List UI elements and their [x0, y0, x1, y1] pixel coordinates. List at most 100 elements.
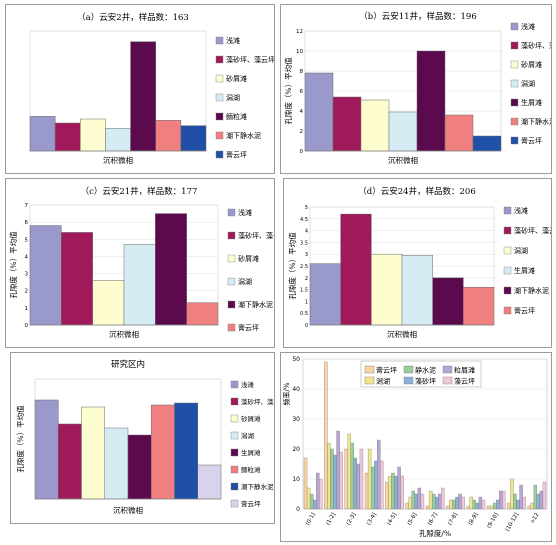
bar-2: [61, 232, 93, 326]
bar-5: [130, 41, 156, 152]
legend-swatch-5: [510, 98, 519, 107]
bar-潟湖-8: [449, 499, 453, 510]
bar-藻砂坪-2: [333, 454, 337, 510]
legend-swatch-6: [227, 323, 236, 332]
bar-膏云坪-2: [324, 361, 328, 510]
y-tick-label: 3: [25, 272, 29, 278]
bar-5: [127, 434, 152, 500]
chart-a-svg: （a）云安2井，样品数：163 沉积微相 浅滩藻砂坪、藻云坪砂屑滩潟湖鲕粒滩潮下静水…: [29, 12, 274, 165]
bar-7: [180, 125, 207, 152]
chart-title: （b）云安11井，样品数：196: [359, 11, 476, 22]
bar-藻云坪-1: [319, 478, 323, 510]
x-axis-label: 沉积微相: [388, 155, 418, 165]
bar-粒屑滩-11: [519, 484, 523, 510]
legend-swatch-1: [510, 22, 519, 31]
bar-3: [360, 99, 390, 152]
legend-label-5: 生屑滩: [241, 448, 261, 457]
legend-swatch-1: [227, 208, 236, 217]
bar-5: [155, 213, 187, 326]
bar-膏云坪-11: [507, 502, 511, 510]
bar-膏云坪-4: [364, 472, 369, 510]
bar-藻云坪-7: [441, 487, 445, 510]
legend-swatch-2: [364, 376, 375, 385]
bar-潟湖-1: [306, 487, 311, 510]
legend-swatch-1: [230, 380, 239, 389]
bar-静水泥-3: [350, 442, 354, 510]
legend-swatch-3: [503, 246, 512, 255]
legend-label-3: 砂屑滩: [241, 414, 261, 423]
bar-3: [80, 118, 106, 152]
legend-label-4: 潟湖: [241, 431, 255, 440]
x-axis-label: 沉积微相: [387, 329, 417, 339]
legend-swatch-6: [510, 117, 519, 126]
bar-6: [155, 120, 182, 152]
bar-潟湖-10: [489, 505, 494, 510]
legend-label-6: 膏云坪: [238, 323, 259, 332]
y-tick-label: 4: [305, 229, 308, 235]
legend-swatch-4: [403, 376, 414, 385]
legend-label-4: 潟湖: [521, 79, 535, 88]
legend-label-2: 藻砂坪、藻云坪: [226, 55, 274, 64]
bar-潟湖-7: [428, 490, 433, 510]
bar-藻云坪-6: [420, 493, 425, 510]
chart-panel-a: （a）云安2井，样品数：163 沉积微相 浅滩 藻砂坪、藻云坪 砂屑滩 潟湖 鲕粒滩 潮下静水…: [5, 4, 275, 174]
legend-swatch-3: [227, 254, 236, 263]
y-axis-label: 频率/%: [282, 382, 291, 405]
legend-label-6: 藻云坪: [454, 377, 475, 386]
legend-label-3: 砂屑滩: [238, 254, 259, 263]
y-tick-label: 8: [300, 69, 304, 75]
y-tick-label: 0: [305, 323, 308, 329]
bar-2: [58, 423, 82, 500]
chart-title: （a）云安2井，样品数：163: [77, 12, 189, 23]
x-tick-label: (8-9]: [468, 512, 480, 527]
legend-swatch-5: [227, 300, 236, 309]
bar-6: [186, 302, 219, 326]
bar-静水泥-8: [452, 499, 456, 510]
y-tick-label: 2.5: [300, 264, 308, 270]
legend-swatch-5: [215, 112, 224, 121]
bar-藻砂坪-9: [475, 502, 480, 510]
bar-粒屑滩-5: [397, 466, 401, 510]
bar-粒屑滩-7: [438, 493, 442, 510]
bar-静水泥-11: [513, 493, 517, 510]
y-axis-label: 孔隙度（%）平均值: [8, 231, 18, 299]
x-tick-label: (2-3]: [346, 512, 358, 527]
bar-静水泥-1: [309, 493, 314, 510]
bar-6: [444, 114, 474, 152]
bar-粒屑滩-8: [458, 493, 462, 510]
bar-2: [332, 96, 362, 152]
x-tick-label: (3-4]: [366, 512, 378, 527]
legend-label-6: 潮下静水泥: [226, 131, 261, 140]
y-tick-label: 3: [305, 252, 308, 258]
bar-藻砂坪-4: [374, 460, 378, 510]
bar-2: [340, 213, 372, 326]
legend-swatch-8: [230, 499, 239, 508]
bar-4: [104, 427, 129, 500]
bar-膏云坪-10: [486, 505, 491, 510]
bar-膏云坪-9: [466, 505, 470, 510]
bar-藻砂坪-11: [516, 499, 520, 510]
legend-label-1: 浅滩: [521, 22, 535, 31]
bar-藻云坪-3: [359, 448, 364, 510]
bar-藻砂坪-7: [435, 496, 439, 510]
y-tick-label: 6: [25, 220, 29, 226]
y-tick-label: 0.5: [300, 311, 308, 317]
bar-静水泥-6: [411, 490, 415, 510]
legend-swatch-1: [364, 365, 375, 374]
bar-7: [174, 402, 198, 500]
y-axis-label: 孔隙度（%）平均值: [287, 232, 297, 300]
bar-4: [105, 128, 131, 152]
legend-label-4: 潟湖: [226, 93, 240, 102]
legend-label-1: 浅滩: [226, 36, 240, 45]
y-tick-label: 2: [300, 129, 304, 135]
legend-label-1: 浅滩: [241, 380, 255, 389]
legend-label-3: 砂屑滩: [226, 74, 247, 83]
legend-label-7: 膏云坪: [226, 150, 247, 159]
legend-label-4: 生屑滩: [514, 266, 535, 275]
bar-膏云坪-5: [385, 481, 389, 510]
legend-label-7: 潮下静水泥: [241, 482, 274, 491]
legend-label-3: 静水泥: [415, 366, 436, 375]
x-tick-label: (9-10]: [486, 512, 500, 530]
